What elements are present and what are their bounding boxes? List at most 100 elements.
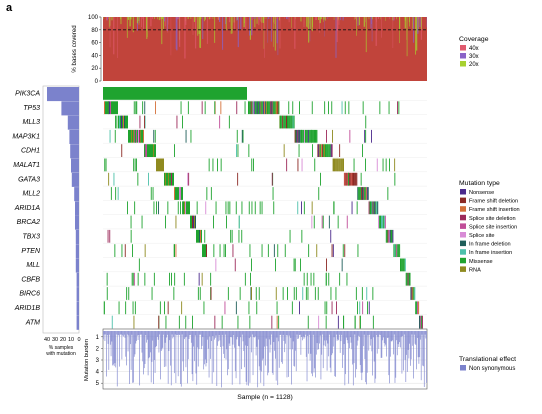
heatmap-cell-block [116,101,117,114]
heatmap-cell-block [184,273,185,286]
burden-bar [221,331,222,387]
heatmap-cell-block [330,144,331,157]
burden-bar [119,331,120,367]
heatmap-cell-block [289,116,290,129]
coverage-bar [117,17,118,58]
heatmap-cell-block [177,187,178,200]
heatmap-cell-block [169,273,170,286]
heatmap-cell-block [149,144,150,157]
heatmap-cell-block [165,173,166,186]
burden-bar [397,331,398,355]
burden-bar [260,331,261,383]
heatmap-cell-block [251,101,252,114]
burden-bar [419,331,420,364]
burden-bar [118,331,119,335]
heatmap-cell-block [145,244,146,257]
gene-frequency-bar [77,287,79,301]
coverage-y-label: % bases covered [71,25,78,73]
heatmap-cell-block [330,230,331,243]
heatmap-cell-block [307,130,308,143]
heatmap-cell-block [308,287,309,300]
burden-bar [184,331,185,339]
heatmap-cell-block [338,316,339,329]
coverage-bar [416,17,417,51]
burden-bar [280,331,281,335]
heatmap-cell-block [183,201,184,214]
mutation-legend-title: Mutation type [459,180,500,187]
heatmap-cell-block [319,144,320,157]
heatmap-cell-block [274,244,275,257]
heatmap-cell-block [407,273,408,286]
coverage-bar [364,17,365,27]
heatmap-cell-block [277,101,278,114]
burden-bar [155,331,156,373]
heatmap-cell-block [151,144,152,157]
heatmap-cell-block [170,173,171,186]
coverage-bar [275,17,276,51]
mutation-legend-swatch [460,223,466,229]
heatmap-cell-block [297,201,298,214]
burden-bar [289,331,290,336]
heatmap-cell-block [315,130,316,143]
heatmap-cell-block [126,116,127,129]
burden-bar [129,331,130,384]
coverage-bar [164,17,165,21]
mutation-legend-label: Frame shift insertion [469,207,520,213]
burden-bar [236,331,237,378]
coverage-bar [120,17,121,19]
heatmap-cell-block [302,130,303,143]
coverage-bar [288,17,289,19]
burden-bar [213,331,214,336]
heatmap-cell-block [286,116,287,129]
coverage-bar [328,17,329,19]
gene-frequency-bar [70,144,79,158]
heatmap-cell-block [358,187,359,200]
coverage-bar [127,17,128,38]
coverage-bar [257,17,258,24]
burden-bar [190,331,191,335]
coverage-bar [381,17,382,38]
heatmap-cell-block [180,201,181,214]
burden-bar [189,331,190,335]
heatmap-cell-block [112,101,113,114]
heatmap-cell-block [205,244,206,257]
burden-bar [415,331,416,345]
heatmap-cell-block [176,187,177,200]
heatmap-cell-block [384,216,385,229]
coverage-tick-label: 60 [91,41,98,47]
heatmap-cell-block [362,287,363,300]
heatmap-cell-block [322,144,323,157]
burden-bar [182,331,183,361]
burden-bar [319,331,320,344]
burden-bar [283,331,284,335]
heatmap-cell-block [125,244,126,257]
coverage-bar [111,17,112,20]
burden-bar [419,331,420,357]
heatmap-cell-block [372,287,373,300]
heatmap-cell-block [306,287,307,300]
mutation-legend-swatch [460,215,466,221]
coverage-bar [113,17,114,54]
heatmap-cell-block [181,301,182,314]
burden-bar [395,331,396,383]
burden-bar [185,331,186,337]
coverage-bar [253,17,254,19]
heatmap-cell-block [308,244,309,257]
heatmap-cell-block [135,130,136,143]
burden-bar [354,331,355,363]
mutation-legend-label: Splice site deletion [469,216,516,222]
heatmap-cell-block [132,244,133,257]
heatmap-cell-block [277,244,278,257]
heatmap-cell-block [422,316,423,329]
burden-tick-label: 3 [96,358,100,364]
burden-bar [114,331,115,366]
burden-bar [309,331,310,335]
burden-bar [271,331,272,335]
heatmap-cell-block [268,244,269,257]
heatmap-cell-block [228,287,229,300]
heatmap-cell-block [325,301,326,314]
burden-bar [326,331,327,340]
coverage-legend-label: 40x [469,46,479,52]
coverage-bar [286,17,287,19]
